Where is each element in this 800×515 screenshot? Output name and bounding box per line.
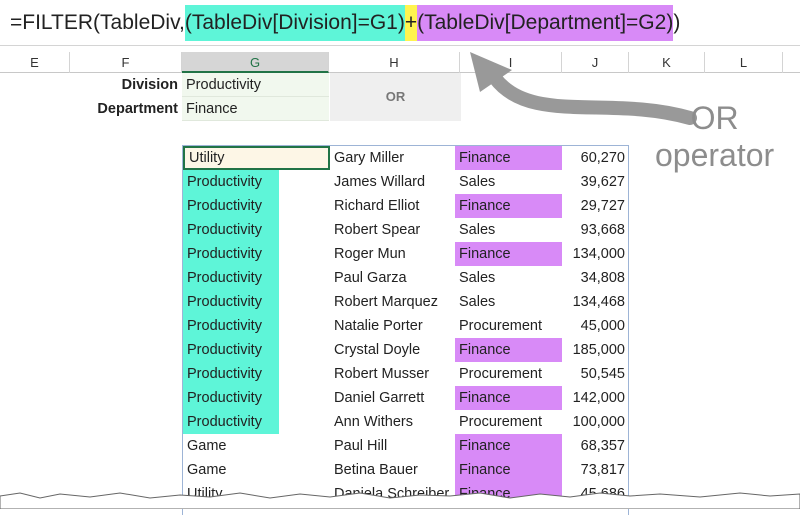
name-cell[interactable]: Crystal Doyle bbox=[334, 342, 421, 358]
salary-cell[interactable]: 73,817 bbox=[580, 462, 625, 478]
division-cell[interactable]: Productivity bbox=[183, 338, 279, 362]
division-cell[interactable]: Productivity bbox=[183, 386, 279, 410]
salary-cell[interactable]: 100,000 bbox=[572, 414, 625, 430]
division-cell[interactable]: Game bbox=[187, 462, 227, 478]
department-input-cell[interactable]: Finance bbox=[182, 97, 329, 121]
annotation-line1: OR bbox=[690, 100, 739, 136]
name-cell[interactable]: Roger Mun bbox=[334, 246, 406, 262]
department-cell[interactable]: Sales bbox=[459, 174, 496, 190]
or-label-cell: OR bbox=[330, 73, 461, 121]
division-cell[interactable]: Productivity bbox=[183, 242, 279, 266]
formula-suffix: ) bbox=[673, 11, 681, 35]
division-label: Division bbox=[121, 77, 178, 93]
department-cell[interactable]: Finance bbox=[455, 434, 562, 458]
salary-cell[interactable]: 134,000 bbox=[572, 246, 625, 262]
division-cell[interactable]: Productivity bbox=[183, 266, 279, 290]
torn-edge bbox=[0, 492, 800, 509]
division-cell[interactable]: Game bbox=[187, 438, 227, 454]
salary-cell[interactable]: 93,668 bbox=[580, 222, 625, 238]
formula-or-operator: + bbox=[404, 5, 418, 42]
filter-results-spill-range: Utility Gary Miller Finance 60,270 Productiv… bbox=[182, 145, 629, 515]
column-header-J[interactable]: J bbox=[562, 52, 629, 73]
division-cell[interactable]: Productivity bbox=[183, 170, 279, 194]
salary-cell[interactable]: 142,000 bbox=[572, 390, 625, 406]
department-cell[interactable]: Finance bbox=[455, 386, 562, 410]
department-cell[interactable]: Procurement bbox=[459, 366, 543, 382]
name-cell[interactable]: Paul Hill bbox=[334, 438, 388, 454]
column-header-E[interactable]: E bbox=[0, 52, 70, 73]
salary-cell[interactable]: 68,357 bbox=[580, 438, 625, 454]
department-cell[interactable]: Finance bbox=[455, 194, 562, 218]
salary-cell[interactable]: 50,545 bbox=[580, 366, 625, 382]
salary-cell[interactable]: 60,270 bbox=[580, 150, 625, 166]
department-label: Department bbox=[97, 101, 178, 117]
division-cell[interactable]: Utility bbox=[183, 146, 330, 170]
name-cell[interactable]: Natalie Porter bbox=[334, 318, 423, 334]
formula-division-condition: (TableDiv[Division]=G1) bbox=[184, 5, 405, 42]
division-cell[interactable]: Productivity bbox=[183, 218, 279, 242]
division-cell[interactable]: Productivity bbox=[183, 410, 279, 434]
salary-cell[interactable]: 134,468 bbox=[572, 294, 625, 310]
column-header-I[interactable]: I bbox=[460, 52, 562, 73]
department-cell[interactable]: Finance bbox=[455, 338, 562, 362]
column-header-H[interactable]: H bbox=[329, 52, 460, 73]
division-cell[interactable]: Productivity bbox=[183, 290, 279, 314]
column-header-L[interactable]: L bbox=[705, 52, 783, 73]
annotation-line2: operator bbox=[655, 137, 775, 173]
department-cell[interactable]: Finance bbox=[455, 458, 562, 482]
name-cell[interactable]: Gary Miller bbox=[334, 150, 405, 166]
name-cell[interactable]: Richard Elliot bbox=[334, 198, 420, 214]
formula-department-condition: (TableDiv[Department]=G2) bbox=[417, 5, 674, 42]
column-header-G[interactable]: G bbox=[182, 52, 329, 73]
name-cell[interactable]: James Willard bbox=[334, 174, 426, 190]
formula-bar[interactable]: =FILTER(TableDiv, (TableDiv[Division]=G1… bbox=[0, 0, 800, 46]
division-cell[interactable]: Productivity bbox=[183, 194, 279, 218]
department-cell[interactable]: Finance bbox=[455, 146, 562, 170]
column-header-F[interactable]: F bbox=[70, 52, 182, 73]
salary-cell[interactable]: 29,727 bbox=[580, 198, 625, 214]
salary-cell[interactable]: 45,000 bbox=[580, 318, 625, 334]
department-cell[interactable]: Sales bbox=[459, 222, 496, 238]
name-cell[interactable]: Robert Spear bbox=[334, 222, 421, 238]
salary-cell[interactable]: 34,808 bbox=[580, 270, 625, 286]
division-cell[interactable]: Productivity bbox=[183, 314, 279, 338]
or-operator-annotation: OR operator bbox=[655, 100, 774, 174]
name-cell[interactable]: Daniel Garrett bbox=[334, 390, 425, 406]
name-cell[interactable]: Paul Garza bbox=[334, 270, 407, 286]
formula-prefix: =FILTER(TableDiv, bbox=[10, 11, 185, 35]
name-cell[interactable]: Robert Musser bbox=[334, 366, 430, 382]
column-header-K[interactable]: K bbox=[629, 52, 705, 73]
department-cell[interactable]: Sales bbox=[459, 270, 496, 286]
department-cell[interactable]: Sales bbox=[459, 294, 496, 310]
department-cell[interactable]: Procurement bbox=[459, 318, 543, 334]
department-cell[interactable]: Procurement bbox=[459, 414, 543, 430]
salary-cell[interactable]: 39,627 bbox=[580, 174, 625, 190]
department-cell[interactable]: Finance bbox=[455, 242, 562, 266]
name-cell[interactable]: Ann Withers bbox=[334, 414, 413, 430]
salary-cell[interactable]: 185,000 bbox=[572, 342, 625, 358]
division-cell[interactable]: Productivity bbox=[183, 362, 279, 386]
name-cell[interactable]: Betina Bauer bbox=[334, 462, 418, 478]
name-cell[interactable]: Robert Marquez bbox=[334, 294, 438, 310]
division-input-cell[interactable]: Productivity bbox=[182, 73, 329, 97]
